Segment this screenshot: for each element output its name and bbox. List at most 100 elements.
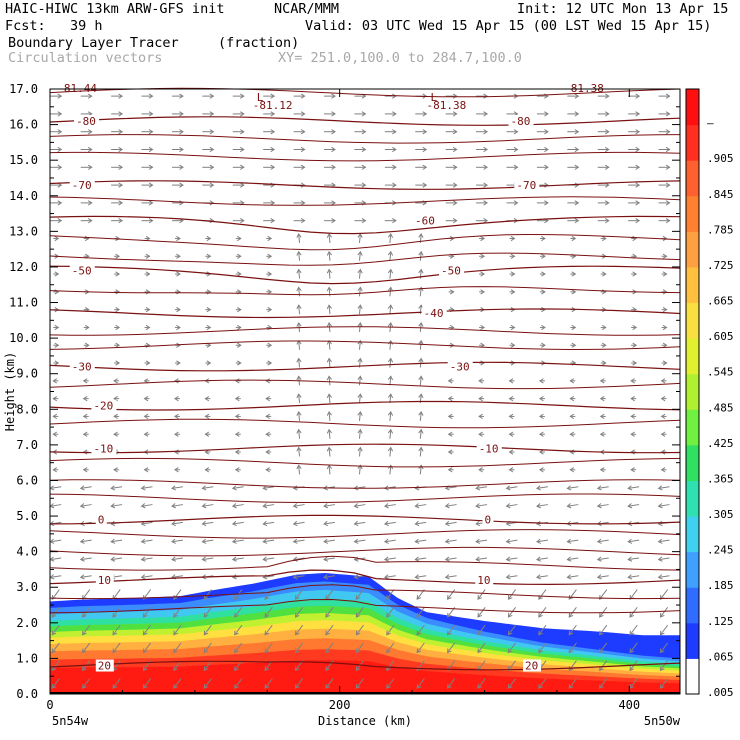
colorbar-swatch	[686, 124, 699, 161]
vector-arrow	[80, 146, 93, 153]
vector-arrow	[383, 538, 396, 544]
vector-arrow	[80, 164, 93, 170]
vector-arrow	[203, 678, 212, 689]
vector-arrow	[566, 503, 579, 509]
y-tick-label: 0.0	[16, 687, 38, 701]
vector-arrow	[144, 253, 151, 259]
vector-arrow	[262, 503, 275, 509]
vector-arrow	[506, 146, 519, 153]
vector-arrow	[597, 129, 610, 135]
vector-arrow	[324, 129, 336, 135]
vector-arrow	[447, 624, 456, 636]
contour-line	[49, 265, 681, 285]
vector-arrow	[658, 164, 671, 170]
model-title: HAIC-HIWC 13km ARW-GFS init	[5, 1, 225, 17]
low-value: -81.12	[253, 99, 293, 112]
vector-arrow	[296, 304, 302, 315]
vector-arrow	[597, 164, 610, 170]
low-value: -81.38	[427, 99, 467, 112]
colorbar-swatch	[686, 231, 699, 268]
vector-arrow	[294, 589, 304, 600]
vector-arrow	[140, 574, 153, 580]
vector-arrow	[508, 431, 515, 437]
vector-arrow	[51, 642, 60, 654]
vector-arrow	[539, 235, 546, 242]
axes: 0.0 1.0 2.0 3.0 4.0 5.0 6.0 7.0 8.0 9.0 10.0 11.0 12…	[3, 82, 681, 728]
vector-arrow	[659, 678, 669, 689]
vector-arrow	[536, 485, 548, 491]
vector-arrow	[414, 503, 427, 509]
vector-arrow	[174, 431, 180, 437]
vector-arrow	[111, 182, 124, 188]
vector-arrow	[111, 146, 124, 153]
vector-arrow	[570, 235, 577, 242]
contour-label: 10	[98, 574, 111, 587]
vector-arrow	[657, 538, 670, 544]
contour-label: -40	[424, 307, 444, 320]
vector-arrow	[326, 233, 333, 243]
vector-arrow	[143, 413, 150, 420]
vector-arrow	[296, 446, 302, 457]
vector-arrow	[232, 218, 245, 224]
vector-arrow	[234, 449, 241, 455]
vector-arrow	[539, 289, 546, 295]
vector-arrow	[536, 574, 548, 580]
vector-arrow	[444, 538, 457, 544]
vector-arrow	[141, 93, 154, 99]
contour-line	[49, 233, 681, 251]
vector-arrow	[353, 503, 366, 509]
vector-arrow	[357, 233, 363, 243]
vector-arrow	[566, 556, 579, 562]
vector-arrow	[508, 467, 515, 473]
vector-arrow	[326, 446, 333, 457]
colorbar-label: –	[707, 117, 714, 130]
vector-arrow	[110, 485, 123, 491]
vector-arrow	[143, 431, 150, 437]
vector-arrow	[264, 642, 273, 654]
vector-arrow	[660, 449, 667, 455]
contour-label: 20	[525, 660, 538, 673]
vector-arrow	[507, 607, 516, 618]
vector-arrow	[82, 431, 89, 437]
vector-arrow	[326, 250, 333, 261]
vector-arrow	[141, 146, 154, 153]
vector-arrow	[444, 520, 457, 527]
vector-arrow	[536, 146, 549, 153]
vector-arrow	[568, 678, 577, 689]
vector-arrow	[445, 129, 458, 135]
init-time: Init: 12 UTC Mon 13 Apr 15	[517, 1, 729, 17]
vector-arrow	[262, 538, 275, 544]
vector-arrow	[476, 93, 489, 99]
vector-arrow	[323, 538, 336, 544]
vector-arrow	[415, 182, 428, 188]
vector-arrow	[627, 574, 640, 580]
vector-arrow	[326, 375, 333, 386]
vector-arrow	[264, 624, 273, 636]
vector-arrow	[82, 413, 89, 420]
vector-arrow	[353, 538, 366, 544]
vector-arrow	[355, 678, 364, 689]
vector-arrow	[414, 520, 427, 527]
vector-arrow	[567, 218, 580, 224]
vector-arrow	[384, 111, 397, 117]
colorbar-label: .245	[707, 544, 734, 557]
contour-label-bg	[447, 360, 473, 373]
vector-arrow	[508, 395, 515, 402]
vector-arrow	[262, 520, 275, 527]
vector-arrow	[52, 431, 59, 437]
vector-arrow	[174, 253, 181, 259]
vector-arrow	[627, 538, 640, 544]
vector-arrow	[597, 146, 610, 153]
vector-arrow	[231, 556, 244, 562]
vector-arrow	[83, 342, 90, 348]
vector-arrow	[599, 467, 606, 473]
x-tick-label: 200	[329, 698, 351, 712]
vector-arrow	[324, 111, 336, 117]
contour-line	[49, 379, 681, 390]
vector-arrow	[292, 503, 305, 509]
vector-arrow	[326, 428, 333, 439]
vector-arrow	[143, 395, 150, 402]
contour-line	[49, 660, 681, 671]
vector-arrow	[661, 289, 668, 295]
vector-arrow	[326, 464, 333, 475]
